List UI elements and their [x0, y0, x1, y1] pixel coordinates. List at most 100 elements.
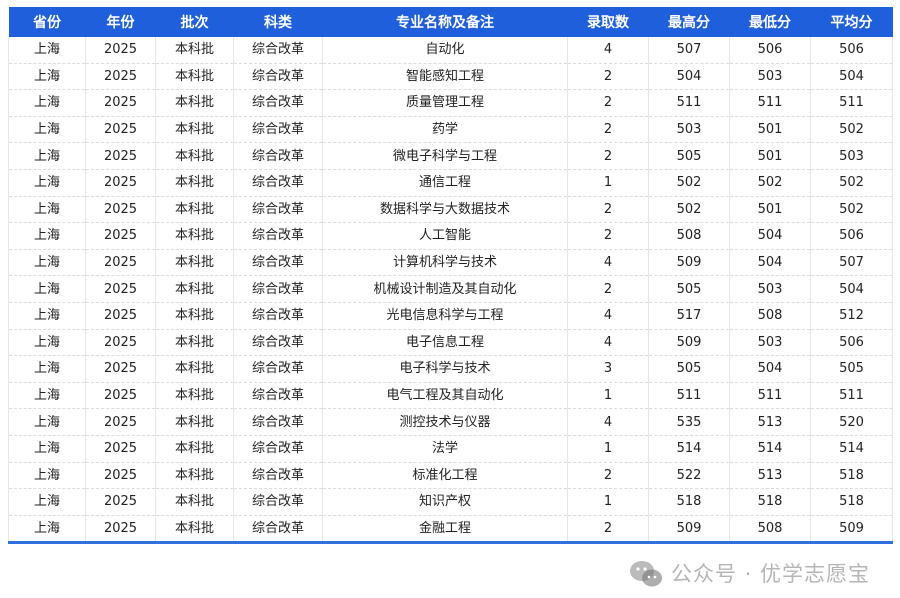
cell-province: 上海	[8, 515, 86, 544]
cell-major: 质量管理工程	[322, 89, 568, 117]
cell-max-score: 503	[648, 116, 730, 144]
cell-admitted-count: 4	[567, 37, 649, 64]
cell-category: 综合改革	[233, 89, 323, 117]
cell-admitted-count: 4	[567, 249, 649, 277]
cell-avg-score: 505	[810, 355, 893, 383]
cell-batch: 本科批	[155, 89, 234, 117]
cell-admitted-count: 4	[567, 302, 649, 330]
cell-batch: 本科批	[155, 462, 234, 490]
cell-max-score: 518	[648, 488, 730, 516]
cell-max-score: 522	[648, 462, 730, 490]
cell-min-score: 504	[729, 249, 811, 277]
cell-max-score: 511	[648, 382, 730, 410]
cell-category: 综合改革	[233, 63, 323, 91]
cell-year: 2025	[85, 116, 156, 144]
cell-admitted-count: 2	[567, 275, 649, 303]
table-row: 上海 2025 本科批 综合改革 法学 1 514 514 514	[8, 435, 893, 463]
cell-province: 上海	[8, 116, 86, 144]
cell-batch: 本科批	[155, 275, 234, 303]
admission-scores-table: 省份 年份 批次 科类 专业名称及备注 录取数 最高分 最低分 平均分 上海 2025 本科批 综合改…	[8, 7, 893, 545]
cell-max-score: 509	[648, 515, 730, 544]
cell-province: 上海	[8, 63, 86, 91]
cell-max-score: 505	[648, 275, 730, 303]
cell-batch: 本科批	[155, 488, 234, 516]
cell-year: 2025	[85, 435, 156, 463]
cell-batch: 本科批	[155, 435, 234, 463]
cell-admitted-count: 2	[567, 89, 649, 117]
cell-batch: 本科批	[155, 302, 234, 330]
table-row: 上海 2025 本科批 综合改革 自动化 4 507 506 506	[8, 37, 893, 64]
cell-province: 上海	[8, 275, 86, 303]
table-row: 上海 2025 本科批 综合改革 电气工程及其自动化 1 511 511 511	[8, 382, 893, 410]
cell-year: 2025	[85, 249, 156, 277]
cell-min-score: 501	[729, 142, 811, 170]
cell-year: 2025	[85, 142, 156, 170]
cell-batch: 本科批	[155, 355, 234, 383]
cell-max-score: 508	[648, 222, 730, 250]
cell-category: 综合改革	[233, 116, 323, 144]
cell-admitted-count: 3	[567, 355, 649, 383]
table-row: 上海 2025 本科批 综合改革 知识产权 1 518 518 518	[8, 488, 893, 516]
cell-category: 综合改革	[233, 408, 323, 436]
cell-min-score: 518	[729, 488, 811, 516]
cell-major: 法学	[322, 435, 568, 463]
cell-category: 综合改革	[233, 462, 323, 490]
cell-min-score: 503	[729, 329, 811, 357]
cell-min-score: 506	[729, 37, 811, 64]
cell-category: 综合改革	[233, 355, 323, 383]
cell-admitted-count: 2	[567, 142, 649, 170]
cell-max-score: 517	[648, 302, 730, 330]
cell-batch: 本科批	[155, 37, 234, 64]
cell-admitted-count: 2	[567, 116, 649, 144]
cell-admitted-count: 1	[567, 169, 649, 197]
cell-avg-score: 514	[810, 435, 893, 463]
cell-max-score: 535	[648, 408, 730, 436]
cell-batch: 本科批	[155, 249, 234, 277]
cell-admitted-count: 4	[567, 329, 649, 357]
cell-min-score: 513	[729, 462, 811, 490]
cell-min-score: 503	[729, 63, 811, 91]
cell-category: 综合改革	[233, 142, 323, 170]
cell-province: 上海	[8, 169, 86, 197]
cell-avg-score: 506	[810, 222, 893, 250]
cell-batch: 本科批	[155, 196, 234, 224]
cell-major: 金融工程	[322, 515, 568, 544]
cell-category: 综合改革	[233, 329, 323, 357]
cell-batch: 本科批	[155, 515, 234, 544]
cell-major: 测控技术与仪器	[322, 408, 568, 436]
cell-batch: 本科批	[155, 408, 234, 436]
cell-min-score: 511	[729, 89, 811, 117]
cell-max-score: 505	[648, 355, 730, 383]
header-category: 科类	[233, 7, 323, 37]
cell-category: 综合改革	[233, 37, 323, 64]
cell-year: 2025	[85, 302, 156, 330]
cell-major: 机械设计制造及其自动化	[322, 275, 568, 303]
table-row: 上海 2025 本科批 综合改革 电子科学与技术 3 505 504 505	[8, 355, 893, 383]
cell-avg-score: 504	[810, 63, 893, 91]
table-row: 上海 2025 本科批 综合改革 电子信息工程 4 509 503 506	[8, 329, 893, 357]
cell-min-score: 501	[729, 116, 811, 144]
cell-avg-score: 502	[810, 116, 893, 144]
cell-batch: 本科批	[155, 116, 234, 144]
cell-province: 上海	[8, 382, 86, 410]
cell-max-score: 502	[648, 169, 730, 197]
cell-major: 光电信息科学与工程	[322, 302, 568, 330]
cell-category: 综合改革	[233, 302, 323, 330]
cell-avg-score: 502	[810, 196, 893, 224]
cell-category: 综合改革	[233, 515, 323, 544]
cell-admitted-count: 1	[567, 382, 649, 410]
cell-max-score: 507	[648, 37, 730, 64]
header-batch: 批次	[155, 7, 234, 37]
table-row: 上海 2025 本科批 综合改革 人工智能 2 508 504 506	[8, 222, 893, 250]
cell-province: 上海	[8, 462, 86, 490]
cell-year: 2025	[85, 89, 156, 117]
cell-major: 知识产权	[322, 488, 568, 516]
cell-avg-score: 518	[810, 488, 893, 516]
cell-max-score: 514	[648, 435, 730, 463]
cell-year: 2025	[85, 63, 156, 91]
table-row: 上海 2025 本科批 综合改革 计算机科学与技术 4 509 504 507	[8, 249, 893, 277]
cell-province: 上海	[8, 408, 86, 436]
cell-category: 综合改革	[233, 488, 323, 516]
cell-max-score: 509	[648, 249, 730, 277]
cell-category: 综合改革	[233, 382, 323, 410]
